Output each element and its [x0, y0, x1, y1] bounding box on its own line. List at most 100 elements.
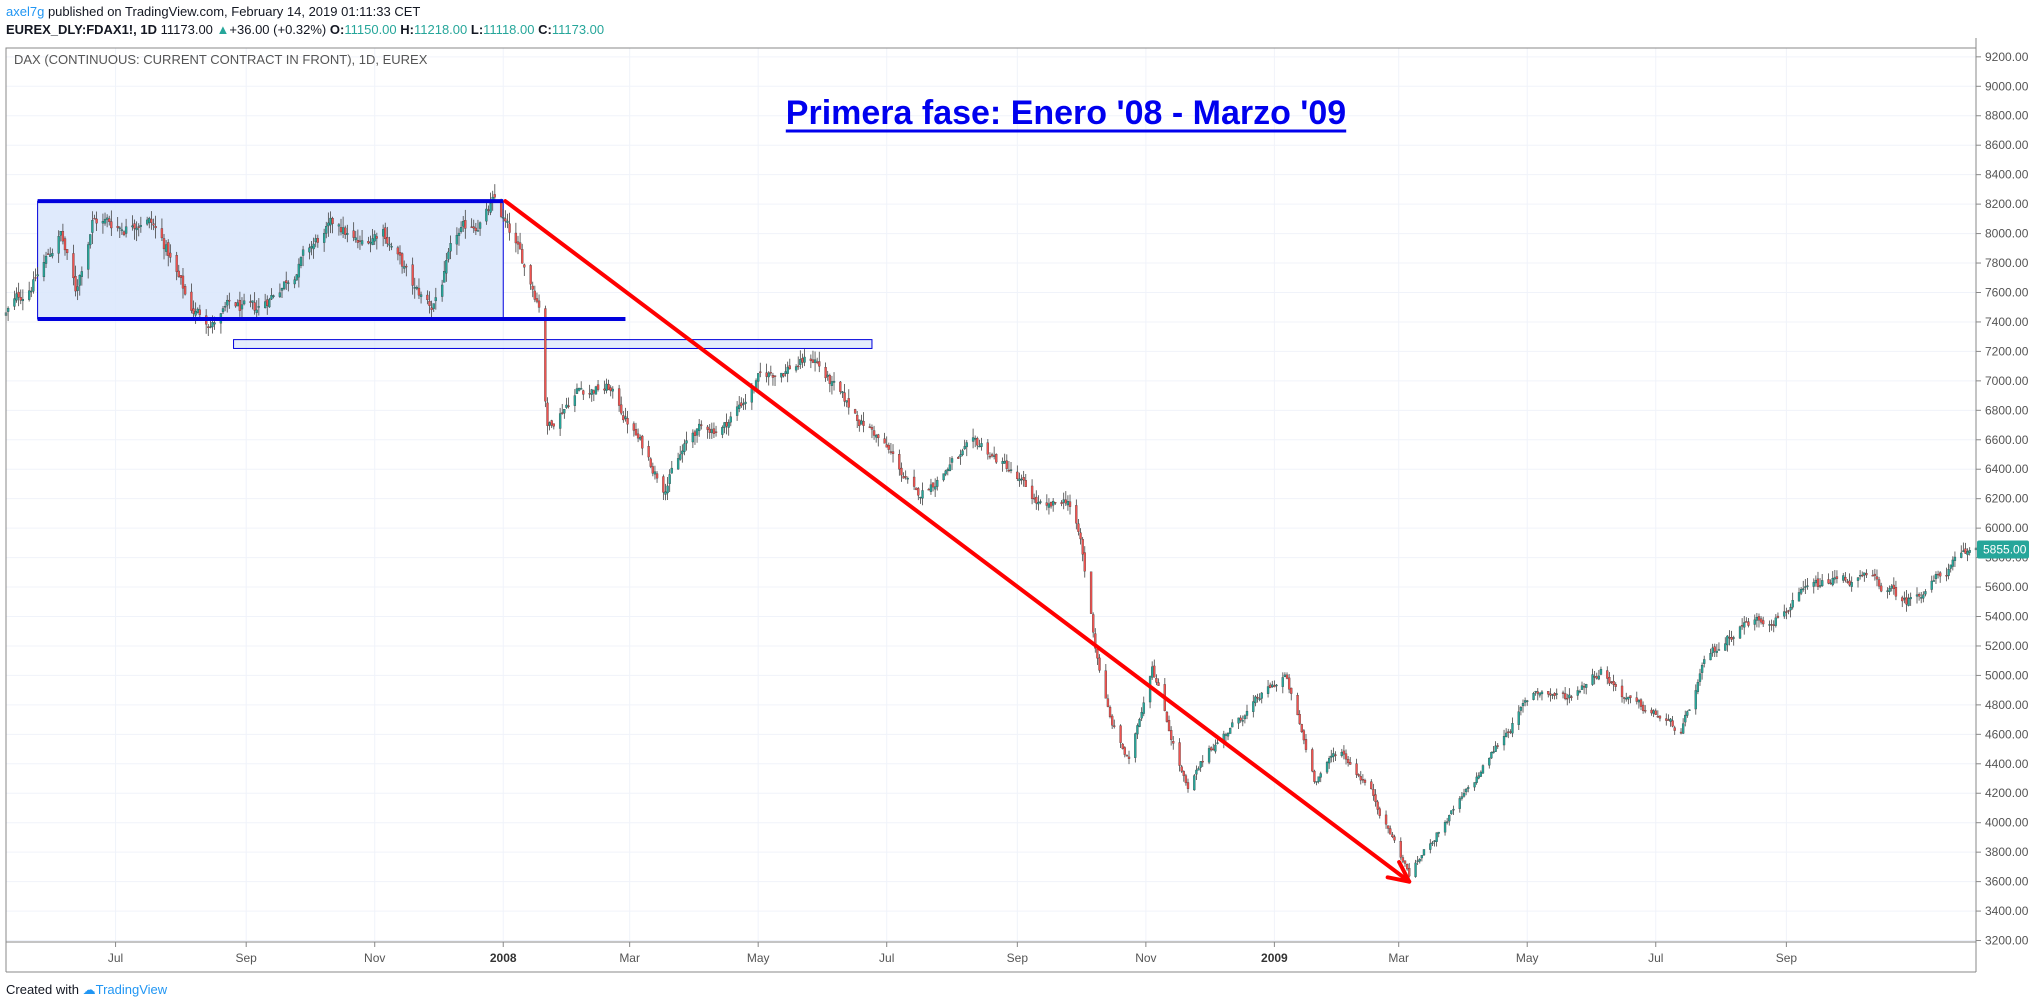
candle-up — [373, 234, 376, 242]
candle-down — [1113, 725, 1116, 727]
author-link[interactable]: axel7g — [6, 4, 45, 19]
candle-up — [371, 238, 374, 246]
price-tick-label: 6600.00 — [1985, 433, 2029, 447]
candle-up — [1062, 499, 1065, 503]
candle-up — [1020, 478, 1023, 481]
candle-up — [1540, 691, 1544, 695]
candle-up — [1568, 694, 1571, 699]
candle-down — [198, 309, 201, 315]
candle-up — [727, 422, 730, 428]
time-axis[interactable]: Jul Sep Nov 2008 Mar May Jul Sep Nov 2009 Mar May Ju… — [5, 48, 1976, 973]
candle-down — [853, 409, 857, 414]
price-tick-label: 7200.00 — [1985, 344, 2029, 358]
candle-up — [388, 243, 391, 246]
candle-up — [946, 469, 949, 472]
candle-down — [1762, 620, 1765, 625]
candle-up — [1479, 771, 1483, 777]
candle-up — [1534, 691, 1537, 693]
candle-up — [1842, 575, 1845, 581]
candle-up — [449, 243, 452, 252]
candle-down — [1595, 676, 1598, 679]
published-text: published on TradingView.com, February 1… — [47, 4, 421, 19]
candle-up — [936, 480, 939, 487]
candle-up — [1450, 810, 1453, 815]
candle-up — [105, 217, 109, 220]
candle-up — [457, 232, 461, 236]
candle-up — [1511, 723, 1514, 734]
candle-down — [1776, 615, 1780, 618]
close-value: 11173.00 — [551, 22, 605, 37]
candle-down — [1334, 754, 1337, 756]
candle-up — [1315, 781, 1318, 783]
candle-down — [1108, 706, 1112, 718]
candle-up — [729, 416, 732, 423]
candle-down — [1785, 611, 1788, 613]
candle-up — [1420, 855, 1424, 859]
symbol-name: EUREX_DLY:FDAX1!, 1D — [6, 22, 157, 37]
time-tick-label: 2008 — [490, 951, 517, 965]
candle-down — [1210, 747, 1213, 751]
candle-up — [1460, 796, 1464, 799]
candle-down — [398, 252, 402, 256]
candle-down — [428, 301, 431, 306]
candle-down — [912, 476, 916, 487]
candle-up — [1599, 669, 1603, 675]
price-axis[interactable]: 3200.00 3400.00 3600.00 3800.00 4000.00 4200.… — [1975, 38, 2029, 972]
candle-down — [976, 437, 979, 446]
candle-down — [1391, 834, 1394, 838]
candle-down — [487, 209, 490, 211]
candle-up — [1502, 736, 1506, 746]
candle-up — [57, 236, 60, 254]
candle-up — [1475, 776, 1478, 783]
open-label: O: — [329, 22, 345, 37]
candle-down — [1376, 801, 1379, 810]
candle-up — [211, 321, 214, 328]
candle-up — [1462, 792, 1466, 797]
candle-down — [868, 426, 872, 428]
candle-down — [1393, 836, 1396, 841]
candle-up — [1924, 591, 1927, 595]
candle-up — [1241, 720, 1244, 722]
candle-down — [386, 237, 389, 244]
candle-down — [858, 419, 861, 427]
candle-down — [655, 473, 659, 479]
candle-down — [843, 392, 846, 402]
candle-down — [1075, 505, 1078, 524]
candle-up — [1726, 635, 1729, 646]
candle-up — [558, 413, 562, 429]
candle-down — [561, 412, 564, 414]
candle-down — [1167, 720, 1171, 732]
candle-up — [691, 432, 695, 443]
candle-up — [1711, 647, 1714, 654]
candle-up — [42, 262, 46, 278]
candle-down — [1370, 781, 1373, 790]
candle-up — [681, 450, 684, 455]
candle-down — [588, 393, 591, 395]
tradingview-link[interactable]: TradingView — [95, 982, 168, 997]
candle-up — [1199, 761, 1202, 768]
candle-up — [1490, 752, 1493, 759]
candle-down — [891, 451, 895, 454]
candle-down — [1387, 825, 1390, 829]
candle-up — [1477, 775, 1480, 779]
candle-down — [887, 444, 890, 450]
candle-up — [580, 388, 583, 390]
candle-down — [1178, 742, 1181, 766]
candle-down — [1104, 670, 1107, 699]
candle-up — [1009, 469, 1013, 471]
candle-down — [915, 487, 918, 490]
candle-down — [877, 434, 880, 439]
candle-up — [346, 233, 349, 235]
candle-down — [1064, 499, 1067, 504]
candle-down — [708, 428, 711, 433]
price-tick-label: 4000.00 — [1985, 816, 2029, 830]
candle-up — [1523, 700, 1527, 703]
candle-down — [617, 388, 621, 406]
candle-down — [1730, 637, 1733, 640]
candle-up — [826, 374, 829, 377]
candle-down — [1614, 684, 1617, 687]
candle-up — [611, 388, 614, 392]
candle-down — [1123, 747, 1126, 755]
instrument-label: DAX (CONTINUOUS: CURRENT CONTRACT IN FRO… — [14, 52, 428, 67]
